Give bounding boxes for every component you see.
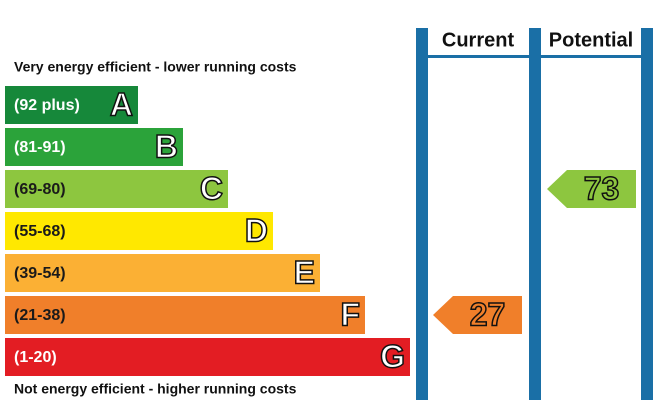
band-range: (55-68) — [14, 223, 66, 240]
band-bar — [5, 170, 228, 208]
band-bar — [5, 212, 273, 250]
rating-value: 73 — [584, 170, 620, 206]
band-range: (21-38) — [14, 307, 66, 324]
band-bar — [5, 128, 183, 166]
band-range: (1-20) — [14, 349, 57, 366]
band-bar — [5, 86, 138, 124]
band-letter: G — [380, 338, 405, 374]
band-letter: A — [110, 86, 133, 122]
band-range: (69-80) — [14, 181, 66, 198]
band-range: (92 plus) — [14, 97, 80, 114]
band-range: (39-54) — [14, 265, 66, 282]
rating-arrow — [433, 296, 522, 334]
band-letter: D — [245, 212, 268, 248]
band-bar — [5, 296, 365, 334]
bottom-note: Not energy efficient - higher running co… — [14, 381, 297, 397]
band-letter: E — [294, 254, 315, 290]
band-bar — [5, 254, 320, 292]
current-header: Current — [442, 29, 515, 51]
band-letter: F — [340, 296, 360, 332]
column-divider — [641, 28, 653, 400]
band-range: (81-91) — [14, 139, 66, 156]
top-note: Very energy efficient - lower running co… — [14, 59, 297, 75]
rating-arrow — [547, 170, 636, 208]
band-letter: C — [200, 170, 223, 206]
potential-header: Potential — [549, 29, 633, 51]
rating-value: 27 — [470, 296, 506, 332]
header-rule — [428, 55, 529, 58]
column-divider — [529, 28, 541, 400]
header-rule — [541, 55, 641, 58]
column-divider — [416, 28, 428, 400]
band-bar — [5, 338, 410, 376]
band-letter: B — [155, 128, 178, 164]
